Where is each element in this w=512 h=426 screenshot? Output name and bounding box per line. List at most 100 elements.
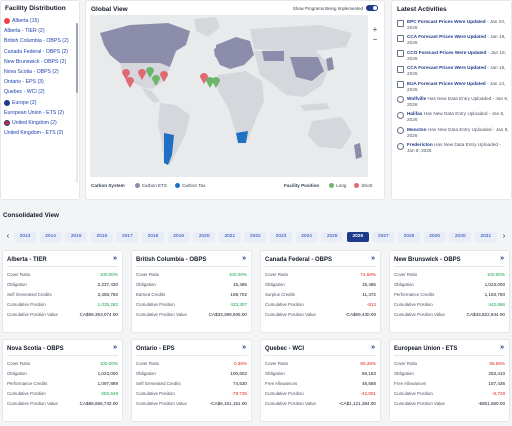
card-row-value: 48,568 (361, 380, 376, 386)
year-2029[interactable]: 2029 (423, 232, 446, 242)
card-open-button[interactable]: » (113, 255, 117, 262)
activity-item[interactable]: CCO Forecast Prices Were Updated - Jan 1… (397, 50, 509, 62)
year-2023[interactable]: 2023 (270, 232, 292, 242)
card-open-button[interactable]: » (500, 344, 504, 351)
activity-item[interactable]: EUA Forecast Prices Were Updated - Jan 1… (397, 81, 509, 93)
year-2013[interactable]: 2013 (14, 232, 36, 242)
card-row-value: 169,702 (230, 291, 247, 297)
activity-date: - Jan 19, 2026 (407, 49, 506, 61)
card-row: Cover Ratio 0.36% (136, 359, 247, 367)
facility-scrollbar[interactable] (76, 23, 78, 183)
card-row-label: Cumulative Position Value (136, 311, 187, 317)
program-card: New Brunswick - OBPS » Cover Ratio 100.00% O… (389, 250, 510, 333)
activity-item[interactable]: Wolfville Has New Data Entry Uploaded - … (397, 96, 509, 108)
facility-item-label: Europe (2) (12, 99, 37, 106)
year-2030[interactable]: 2030 (449, 232, 472, 242)
facility-item-label: British Columbia - OBPS (2) (4, 38, 69, 45)
activities-list: EPC Forecast Prices Were Updated - Jan 2… (397, 19, 509, 158)
zoom-in-button[interactable]: + (372, 25, 378, 34)
card-open-button[interactable]: » (500, 255, 504, 262)
card-row-value: 253,410 (488, 370, 505, 376)
zoom-out-button[interactable]: − (372, 35, 378, 44)
card-row: Cover Ratio 100.00% (7, 359, 118, 367)
activity-item[interactable]: EPC Forecast Prices Were Updated - Jan 2… (397, 19, 509, 31)
world-map[interactable] (90, 15, 368, 177)
year-2028[interactable]: 2028 (398, 232, 420, 242)
card-open-button[interactable]: » (113, 344, 117, 351)
card-divider (136, 266, 247, 267)
card-row-value: 100.00% (228, 271, 247, 277)
year-2016[interactable]: 2016 (90, 232, 113, 242)
card-row-label: Cumulative Position Value (394, 400, 445, 406)
facility-item-label: Alberta (15) (12, 18, 40, 24)
map-china (290, 57, 324, 81)
card-row-label: Cumulative Position (136, 390, 175, 396)
facility-item[interactable]: Europe (2) (4, 100, 74, 107)
facility-item[interactable]: Ontario - EPS (3) (4, 79, 74, 86)
facility-item[interactable]: Nova Scotia - OBPS (2) (4, 69, 74, 76)
facility-list: Alberta (15) Alberta - TIER (2) British Co… (4, 18, 74, 198)
facility-item[interactable]: European Union - ETS (2) (4, 110, 74, 117)
year-2025[interactable]: 2025 (321, 232, 344, 242)
activity-item[interactable]: Halifax Has New Data Entry Uploaded - Ja… (397, 111, 509, 123)
year-2021[interactable]: 2021 (218, 232, 241, 242)
card-row-label: Performance Credits (7, 380, 48, 386)
card-divider (265, 355, 376, 356)
scrollbar-thumb[interactable] (76, 23, 78, 93)
card-row-value: CA$33,398,605.00 (208, 311, 247, 317)
map-marker-short (200, 73, 208, 84)
card-open-button[interactable]: » (371, 344, 375, 351)
map-marker-long (206, 77, 214, 88)
year-2019[interactable]: 2019 (167, 232, 190, 242)
facility-item[interactable]: British Columbia - OBPS (2) (4, 38, 74, 45)
year-2017[interactable]: 2017 (116, 232, 139, 242)
card-row-label: Obligation (7, 370, 27, 376)
program-card: Nova Scotia - OBPS » Cover Ratio 100.00% Obl… (2, 339, 123, 422)
map-central-america (142, 87, 160, 103)
facility-item[interactable]: Alberta (15) (4, 18, 74, 25)
card-open-button[interactable]: » (242, 255, 246, 262)
card-row: Cumulative Position -8,728 (394, 389, 505, 397)
year-2020[interactable]: 2020 (193, 232, 216, 242)
year-prev-button[interactable]: ‹ (6, 231, 10, 240)
facility-item[interactable]: Alberta - TIER (2) (4, 28, 74, 35)
card-open-button[interactable]: » (242, 344, 246, 351)
activity-item[interactable]: CCA Forecast Prices Were Updated - Jan 1… (397, 65, 509, 77)
card-row-label: Cumulative Position (7, 301, 46, 307)
card-row: Cover Ratio 100.00% (136, 270, 247, 278)
map-greenland (194, 17, 220, 37)
card-open-button[interactable]: » (371, 255, 375, 262)
year-2031[interactable]: 2031 (474, 232, 497, 242)
card-row: Cumulative Position -78,725 (136, 389, 247, 397)
year-next-button[interactable]: › (502, 231, 506, 240)
facility-item[interactable]: Canada Federal - OBPS (2) (4, 49, 74, 56)
year-2027[interactable]: 2027 (372, 232, 395, 242)
map-marker-long (212, 77, 220, 88)
year-2018[interactable]: 2018 (142, 232, 164, 242)
year-2026[interactable]: 2026 (346, 232, 369, 242)
card-row-label: Self Generated Credits (7, 291, 52, 297)
year-2014[interactable]: 2014 (39, 232, 62, 242)
card-row: Obligation 1,023,000 (7, 369, 118, 377)
card-row-value: 1,023,000 (97, 370, 118, 376)
card-row: Earned Credits 169,702 (136, 290, 247, 298)
activity-item[interactable]: Moncton Has New Data Entry Uploaded - Ja… (397, 127, 509, 139)
facility-item[interactable]: United Kingdom (2) (4, 120, 74, 127)
activity-name: EUA Forecast Prices Were Updated (407, 80, 486, 86)
map-new-zealand (354, 143, 362, 159)
facility-markers (122, 67, 220, 88)
facility-item[interactable]: Quebec - WCI (2) (4, 89, 74, 96)
activity-item[interactable]: Fredericton Has New Data Entry Uploaded … (397, 142, 509, 154)
activity-date: - Jan 15, 2026 (407, 65, 506, 77)
activity-item[interactable]: CCA Forecast Prices Were Updated - Jan 1… (397, 34, 509, 46)
year-2015[interactable]: 2015 (65, 232, 88, 242)
card-row-label: Obligation (7, 281, 27, 287)
card-row-value: 1,025,282 (97, 301, 118, 307)
facility-item[interactable]: United Kingdom - ETS (2) (4, 130, 74, 137)
facility-item[interactable]: New Brunswick - OBPS (2) (4, 59, 74, 66)
card-row-value: -8,728 (491, 390, 505, 396)
year-2022[interactable]: 2022 (244, 232, 267, 242)
year-2024[interactable]: 2024 (295, 232, 318, 242)
card-row-label: Obligation (136, 281, 156, 287)
programs-toggle[interactable] (366, 5, 378, 11)
